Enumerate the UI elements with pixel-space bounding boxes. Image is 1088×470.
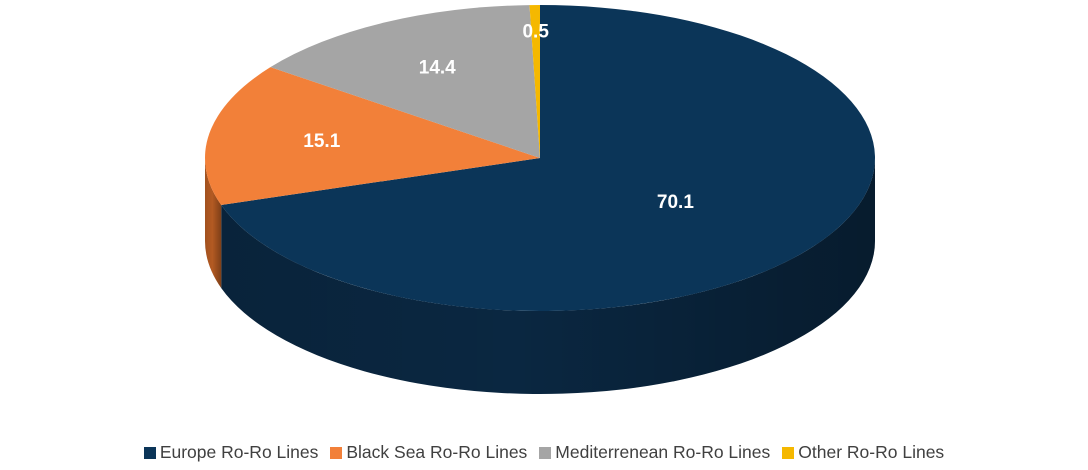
legend-swatch-europe — [143, 446, 156, 459]
legend-label-europe: Europe Ro-Ro Lines — [159, 442, 319, 462]
legend-swatch-other — [782, 446, 795, 459]
data-label-other: 0.5 — [522, 22, 549, 43]
legend-item-black-sea: Black Sea Ro-Ro Lines — [330, 442, 527, 463]
pie-slice-black-sea — [204, 67, 541, 206]
legend: Europe Ro-Ro Lines Black Sea Ro-Ro Lines… — [0, 442, 1088, 463]
legend-label-other: Other Ro-Ro Lines — [798, 442, 945, 462]
legend-swatch-mediterranean — [539, 446, 552, 459]
legend-item-europe: Europe Ro-Ro Lines — [143, 442, 319, 463]
data-label-black-sea: 15.1 — [303, 131, 340, 152]
legend-item-other: Other Ro-Ro Lines — [782, 442, 944, 463]
pie-slice-europe — [221, 5, 876, 312]
side-wall-shade-europe — [221, 158, 876, 394]
pie-slice-other — [529, 5, 540, 158]
pie-labels: 70.1 15.1 14.4 0.5 — [303, 22, 694, 213]
data-label-mediterranean: 14.4 — [419, 58, 456, 79]
side-wall-shade-black-sea — [205, 158, 222, 289]
legend-swatch-black-sea — [330, 446, 343, 459]
legend-label-black-sea: Black Sea Ro-Ro Lines — [346, 442, 528, 462]
data-label-europe: 70.1 — [657, 192, 694, 213]
pie-sides — [205, 158, 876, 394]
legend-item-mediterranean: Mediterrenean Ro-Ro Lines — [539, 442, 770, 463]
pie-tops — [204, 5, 876, 312]
legend-label-mediterranean: Mediterrenean Ro-Ro Lines — [555, 442, 771, 462]
pie-slice-mediterranean — [270, 5, 540, 158]
